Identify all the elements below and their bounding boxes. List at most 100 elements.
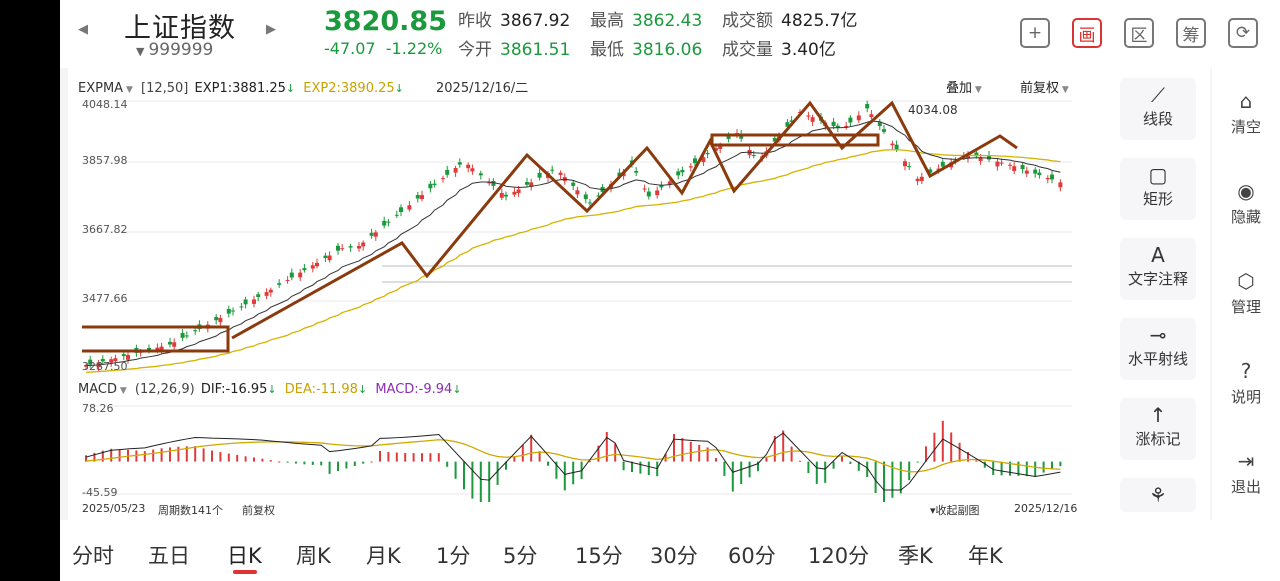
candle-body — [680, 169, 685, 173]
macd-bar — [328, 461, 331, 474]
macd-bar — [143, 451, 146, 462]
candle-body — [285, 279, 290, 281]
macd-bar — [227, 453, 230, 462]
candle-body — [159, 346, 164, 351]
tool-rectangle[interactable]: ▢ 矩形 — [1120, 158, 1196, 220]
help-button[interactable]: ? 说明 — [1212, 356, 1280, 407]
quote-stat: 成交额 4825.7亿 — [722, 6, 857, 31]
action-label: 说明 — [1230, 388, 1261, 406]
macd-bar — [244, 456, 247, 462]
next-stock-arrow-icon[interactable]: ▶ — [266, 22, 276, 37]
macd-bar — [353, 461, 356, 466]
adjust-select[interactable]: 前复权 ▼ — [1020, 81, 1069, 96]
macd-bar — [101, 450, 104, 462]
macd-bar — [303, 461, 306, 465]
candle-body — [987, 155, 991, 160]
prev-stock-arrow-icon[interactable]: ◀ — [78, 22, 88, 37]
macd-chart[interactable] — [82, 402, 1082, 502]
rotate-button[interactable]: ⟳ — [1228, 18, 1258, 48]
exp2-line — [85, 149, 1061, 374]
quote-stat: 昨收 3867.92 — [458, 6, 570, 31]
range-button[interactable]: 区 — [1124, 18, 1154, 48]
candle-body — [88, 359, 93, 365]
exp1-value: EXP1:3881.25 — [194, 81, 286, 96]
period-tab[interactable]: 5分 — [503, 544, 538, 568]
candle-body — [315, 262, 319, 267]
overlay-select[interactable]: 叠加 ▼ — [946, 81, 982, 96]
overlay-label: 叠加 — [946, 81, 973, 96]
candle-body — [688, 166, 693, 168]
draw-button[interactable]: 画 — [1072, 18, 1102, 48]
action-label: 退出 — [1230, 478, 1261, 496]
main-kline-chart[interactable]: 4034.08 — [82, 98, 1082, 374]
macd-bar — [824, 461, 827, 483]
price-change-value: -47.07 — [324, 39, 376, 58]
period-tab[interactable]: 季K — [898, 544, 933, 568]
macd-bar — [505, 461, 507, 470]
period-tab[interactable]: 月K — [366, 544, 401, 568]
text-annotation-icon: A — [1151, 243, 1165, 267]
macd-bar — [194, 446, 197, 462]
hide-button[interactable]: ◉ 隐藏 — [1212, 176, 1280, 227]
collapse-subchart-button[interactable]: ▾收起副图 — [930, 504, 980, 517]
index-name: 上证指数 — [124, 13, 236, 44]
kline-chart-panel[interactable]: EXPMA ▼ [12,50] EXP1:3881.25↓ EXP2:3890.… — [68, 68, 1090, 520]
tool-ray[interactable]: ⊸ 水平射线 — [1120, 318, 1196, 380]
candle-body — [634, 170, 639, 173]
macd-bar — [185, 446, 188, 462]
macd-bar — [379, 450, 381, 462]
tool-label: 涨标记 — [1135, 430, 1181, 448]
quote-stat-value: 3862.43 — [632, 11, 703, 31]
tool-more[interactable]: ⚘ — [1120, 478, 1196, 512]
period-tab[interactable]: 日K — [227, 544, 262, 568]
macd-bar — [748, 461, 751, 478]
period-tab[interactable]: 分时 — [72, 544, 114, 568]
period-tab[interactable]: 周K — [296, 544, 331, 568]
candle-body — [1058, 182, 1063, 188]
period-tab[interactable]: 年K — [968, 544, 1003, 568]
period-tab[interactable]: 15分 — [575, 544, 623, 568]
period-tab[interactable]: 60分 — [728, 544, 776, 568]
period-tab[interactable]: 五日 — [148, 544, 190, 568]
exit-button[interactable]: ⇥ 退出 — [1212, 446, 1280, 497]
macd-bar — [1009, 461, 1011, 476]
period-tab[interactable]: 1分 — [436, 544, 471, 568]
candle-body — [1033, 169, 1038, 174]
candle-body — [180, 332, 185, 338]
macd-bar — [597, 445, 600, 462]
candle-body — [386, 221, 391, 223]
tool-segment[interactable]: ⟋ 线段 — [1120, 78, 1196, 140]
quote-stat-label: 今开 — [458, 40, 492, 60]
tool-text[interactable]: A 文字注释 — [1120, 238, 1196, 300]
tool-mark[interactable]: ↑ 涨标记 — [1120, 398, 1196, 460]
macd-bar — [1034, 461, 1037, 477]
period-tab[interactable]: 120分 — [808, 544, 870, 568]
y-axis-label: 3287.50 — [82, 360, 128, 373]
chip-button[interactable]: 筹 — [1176, 18, 1206, 48]
broom-icon: ⌂ — [1239, 89, 1253, 113]
add-button[interactable]: + — [1020, 18, 1050, 48]
candle-body — [453, 168, 458, 173]
annotation-box — [710, 133, 880, 147]
macd-select[interactable]: MACD ▼ — [78, 382, 127, 397]
macd-params: (12,26,9) — [134, 382, 195, 397]
y-axis-label: 3857.98 — [82, 154, 128, 167]
macd-bar — [253, 457, 255, 462]
more-tools-icon: ⚘ — [1149, 483, 1167, 507]
candle-body — [890, 143, 895, 146]
clear-button[interactable]: ⌂ 清空 — [1212, 86, 1280, 137]
candle-body — [420, 195, 424, 200]
indicator-select[interactable]: EXPMA ▼ — [78, 81, 133, 96]
macd-bar — [765, 457, 768, 462]
candle-body — [470, 168, 475, 172]
macd-bar — [605, 431, 608, 462]
line-segment-icon: ⟋ — [1151, 83, 1165, 107]
index-code: ▼ 999999 — [136, 40, 213, 60]
manage-button[interactable]: ⬡ 管理 — [1212, 266, 1280, 317]
tool-label: 线段 — [1142, 110, 1173, 128]
action-label: 隐藏 — [1230, 208, 1261, 226]
macd-bar — [647, 461, 650, 476]
code-dropdown-icon[interactable]: ▼ — [136, 45, 145, 58]
period-tab[interactable]: 30分 — [650, 544, 698, 568]
arrow-up-icon: ↑ — [1149, 403, 1167, 427]
